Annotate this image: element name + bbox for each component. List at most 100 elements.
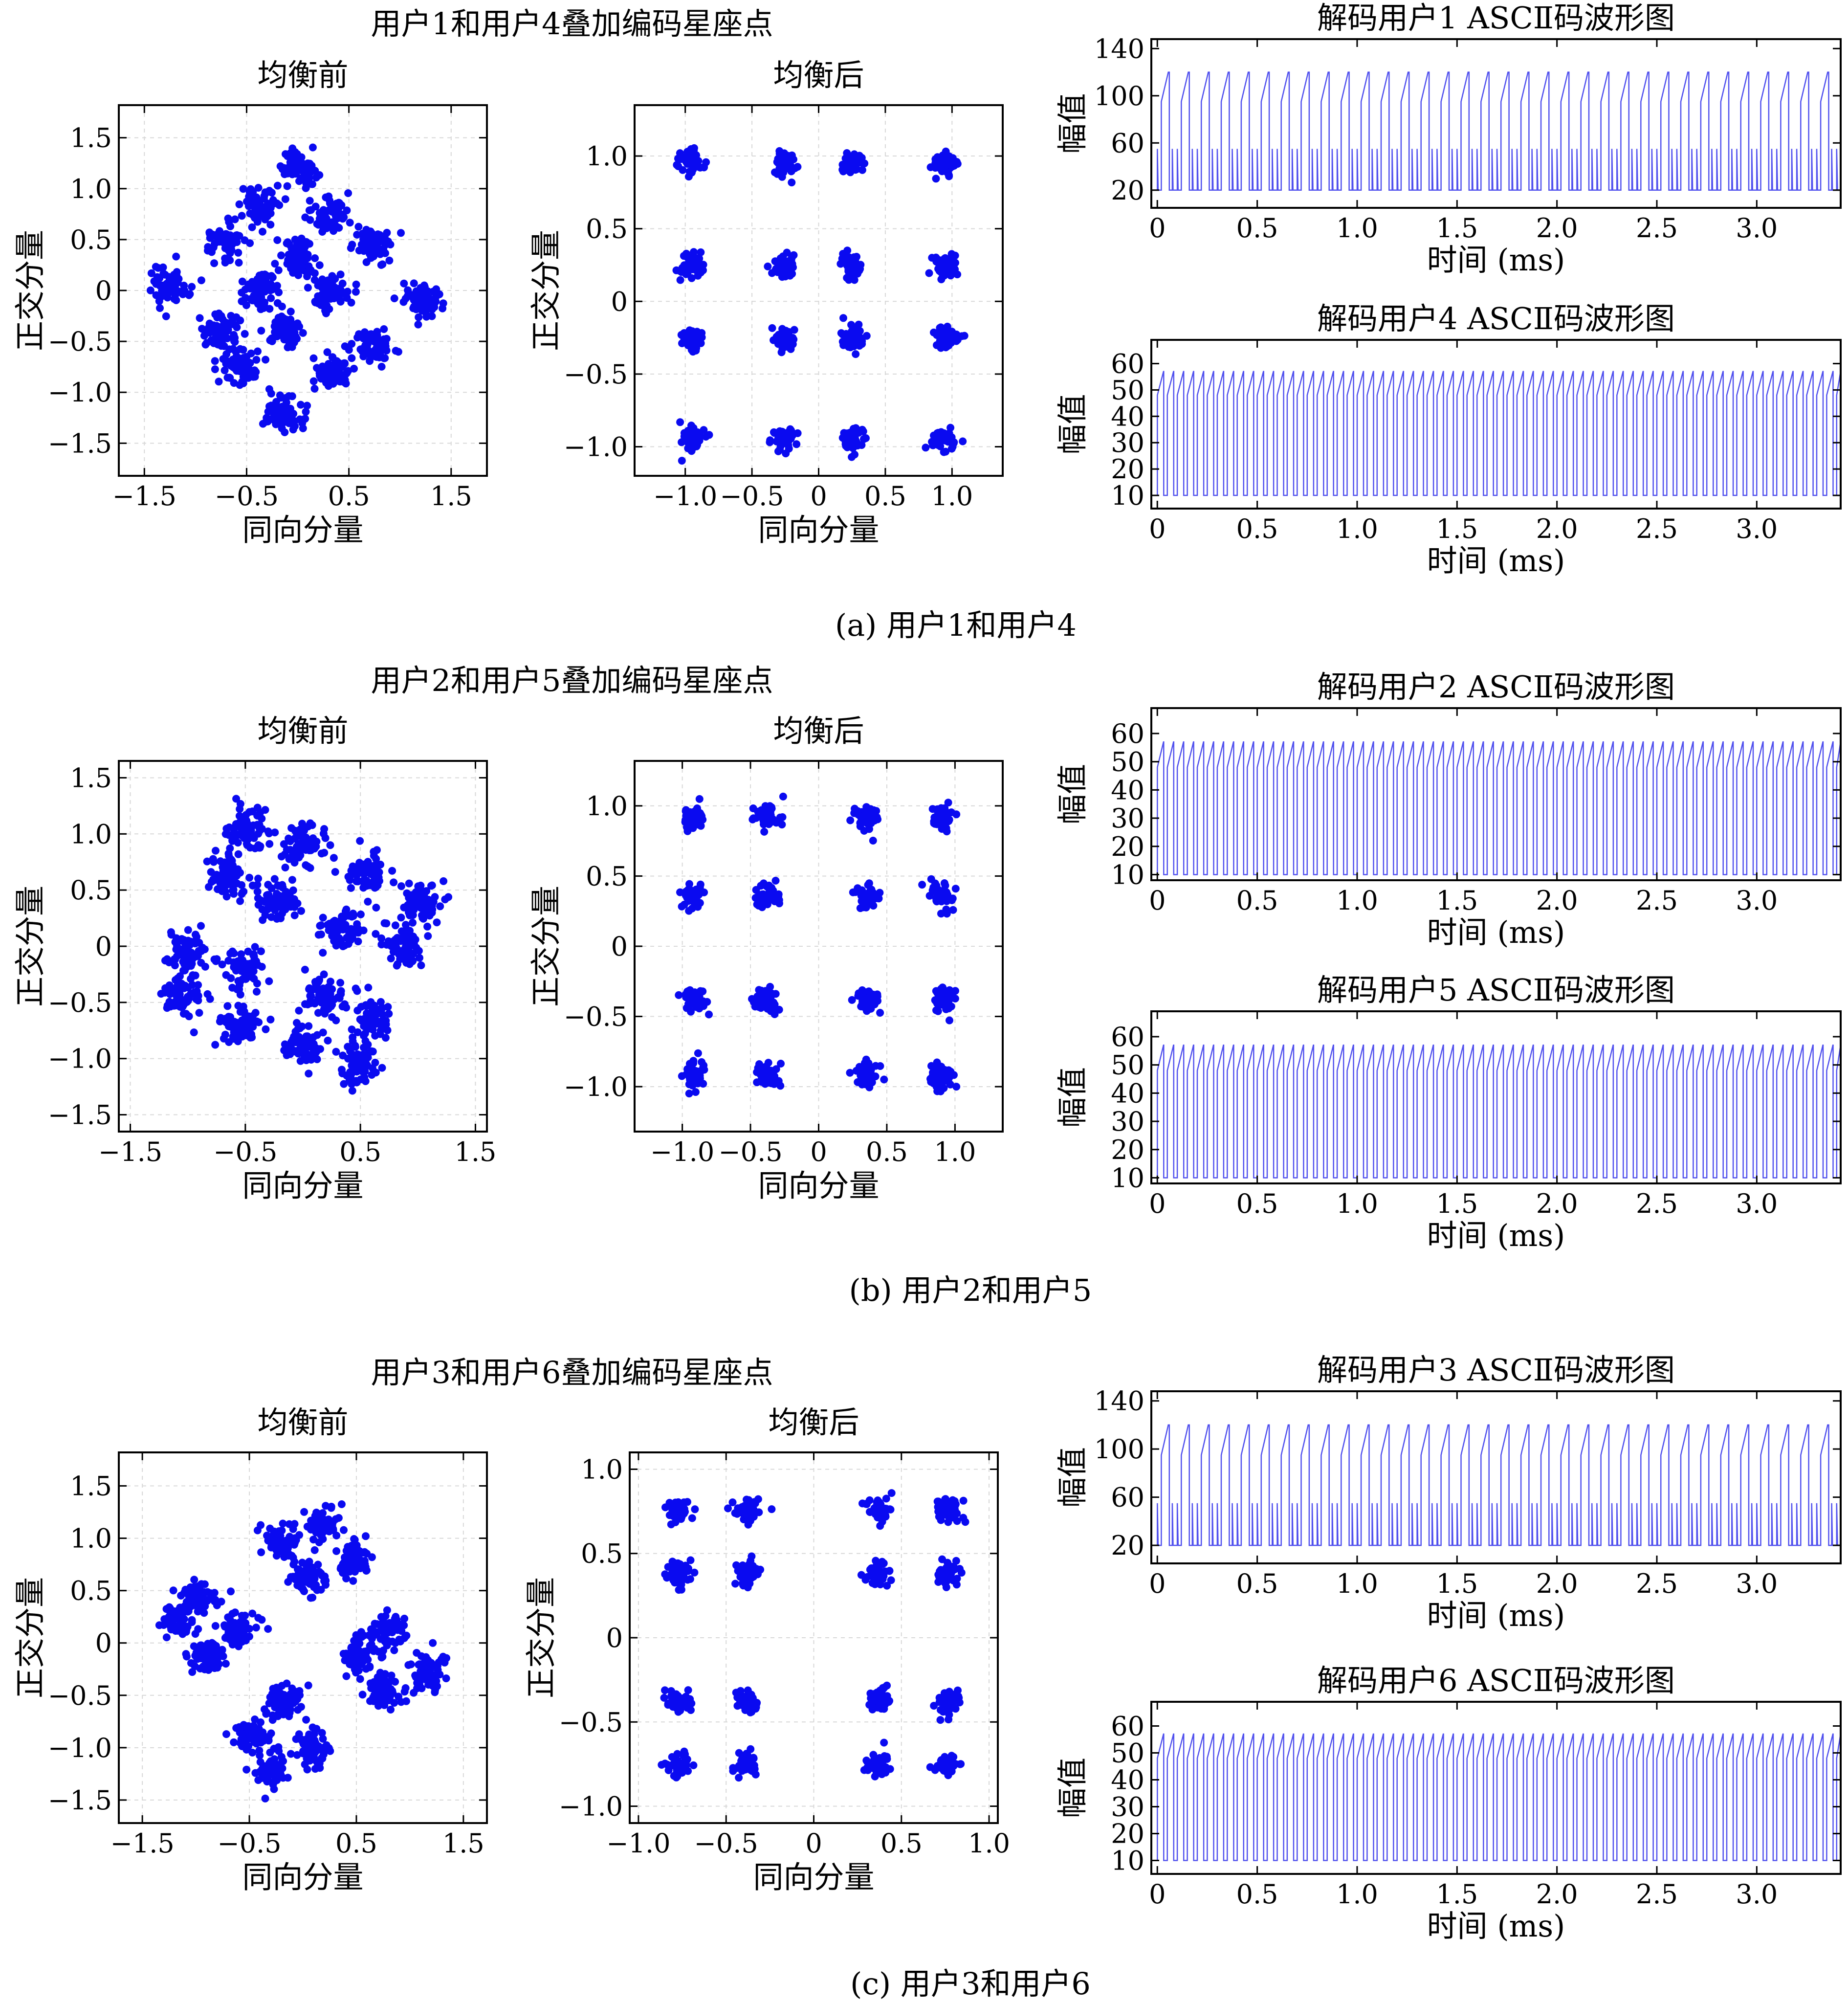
chart-b-before-point-541 [393, 961, 401, 970]
chart-a-before-point-129 [267, 189, 276, 197]
suptitle-a: 用户1和用户4叠加编码星座点 [371, 6, 773, 42]
chart-a-before-point-902 [272, 320, 280, 328]
chart-a-before-point-552 [337, 288, 346, 296]
chart-b-after-point-437 [763, 1004, 771, 1013]
chart-a-before-point-126 [266, 221, 275, 229]
chart-a-before-point-438 [238, 277, 246, 286]
chart-a-wave-top-ytick-label-1: 100 [1094, 81, 1144, 111]
chart-a-before-point-979 [233, 365, 241, 373]
chart-b-before-point-558 [377, 940, 386, 949]
chart-b-before-point-618 [161, 957, 169, 965]
chart-b-before-xtick-label-1: −0.5 [213, 1136, 277, 1167]
chart-b-before-point-159 [347, 884, 355, 892]
chart-a-before-point-272 [204, 246, 212, 255]
chart-a-after-point-492 [862, 332, 871, 340]
chart-b-after-point-703 [933, 1058, 941, 1067]
chart-a-before-point-759 [230, 337, 238, 345]
chart-b-before-point-1119 [355, 1056, 364, 1065]
chart-b-before-point-131 [300, 826, 308, 835]
chart-a-after-point-177 [945, 171, 953, 179]
chart-b-after-title: 均衡后 [773, 713, 864, 749]
chart-a-before-point-839 [374, 346, 382, 354]
chart-b-before-point-479 [422, 887, 431, 895]
chart-b-before-point-52 [234, 850, 242, 858]
chart-a-before-point-912 [220, 366, 229, 375]
chart-a-before-point-102 [235, 200, 243, 208]
chart-a-before-point-418 [297, 257, 306, 266]
chart-a-before-point-1094 [265, 385, 273, 393]
chart-b-after-xlabel: 同向分量 [758, 1168, 879, 1203]
chart-a-before-point-414 [297, 234, 306, 243]
chart-b-before-point-1048 [303, 1041, 311, 1049]
chart-b-after-point-220 [696, 883, 704, 891]
chart-b-after-point-615 [776, 1082, 785, 1090]
chart-c-before-point-371 [227, 1587, 235, 1596]
chart-b-before-point-627 [200, 945, 209, 954]
chart-b-after-point-313 [859, 903, 868, 912]
chart-a-wave-bottom-xtick-label-5: 2.5 [1636, 513, 1678, 544]
chart-b-before-point-661 [265, 977, 273, 985]
chart-b-after-point-446 [770, 1010, 779, 1018]
chart-a-before-point-884 [286, 308, 295, 316]
chart-a-after-point-674 [842, 439, 851, 447]
chart-b-before-point-757 [336, 979, 345, 987]
chart-a-after-point-575 [678, 457, 686, 465]
chart-b-before-point-548 [391, 921, 399, 930]
chart-b-after-point-43 [688, 824, 697, 832]
chart-c-before-point-617 [376, 1621, 385, 1629]
chart-b-before-ytick-label-3: 0 [95, 931, 112, 962]
chart-b-before-point-315 [248, 881, 257, 890]
chart-b-before-point-909 [369, 1012, 377, 1021]
chart-b-before-point-1118 [352, 1068, 361, 1076]
chart-a-after-ytick-label-0: 1.0 [586, 141, 628, 172]
chart-a-before-point-1045 [341, 378, 349, 386]
chart-a-before-point-745 [201, 340, 210, 349]
caption-a: (a) 用户1和用户4 [835, 607, 1077, 643]
chart-b-after-point-477 [876, 1009, 884, 1017]
chart-a-before-point-10 [308, 143, 317, 152]
chart-b-after-point-224 [695, 891, 703, 899]
chart-a-before-point-555 [321, 297, 329, 306]
chart-b-after-point-573 [685, 1090, 693, 1098]
chart-a-before-point-487 [264, 286, 272, 294]
chart-a-before-point-247 [235, 259, 243, 267]
chart-b-before-point-106 [330, 854, 338, 862]
chart-a-after-point-494 [856, 327, 864, 335]
chart-b-after-points [675, 792, 961, 1098]
chart-b-after-point-39 [695, 795, 704, 803]
chart-b-wave-bottom-series-line [1157, 1044, 1841, 1179]
chart-c-before-point-278 [322, 1577, 330, 1585]
chart-a-after-point-359 [944, 260, 952, 268]
chart-b-before-point-349 [254, 901, 263, 909]
chart-c-before-point-824 [370, 1678, 378, 1686]
chart-b-before-point-570 [184, 926, 192, 934]
chart-a-after-point-208 [676, 276, 684, 284]
chart-b-before-point-135 [296, 851, 305, 859]
chart-b-wave-bottom-xlabel: 时间 (ms) [1427, 1218, 1565, 1253]
chart-a-before-point-998 [323, 348, 331, 356]
chart-b-after-point-580 [683, 1065, 691, 1073]
chart-a-before-point-1111 [277, 404, 285, 413]
chart-c-before-point-413 [184, 1605, 193, 1613]
chart-b-wave-top-xtick-label-3: 1.5 [1436, 885, 1478, 916]
chart-c-before-point-136 [277, 1546, 285, 1554]
chart-a-after-point-493 [855, 339, 862, 348]
chart-b-before-point-151 [356, 837, 364, 845]
chart-b-before-point-103 [320, 825, 329, 833]
chart-a-after-ytick-label-4: −1.0 [564, 432, 628, 463]
chart-a-before-point-321 [362, 258, 371, 267]
chart-c-before-point-454 [248, 1609, 257, 1618]
chart-b-after-point-178 [928, 805, 937, 813]
chart-c-before-point-764 [352, 1631, 360, 1639]
chart-a-before-point-207 [328, 208, 336, 216]
chart-c-before-point-279 [298, 1567, 307, 1576]
chart-c-before-point-339 [169, 1623, 177, 1631]
chart-c-before-point-132 [263, 1532, 271, 1540]
chart-b-before-point-501 [387, 954, 395, 962]
chart-b-before-point-901 [378, 1010, 387, 1019]
chart-a-before-point-515 [336, 270, 345, 279]
chart-b-after-point-266 [770, 897, 779, 906]
chart-a-after-point-82 [775, 150, 784, 158]
chart-a-before: −1.5 −0.5 0.5 1.51.51.00.50−0.5−1.0−1.5均衡前同… [12, 57, 488, 548]
